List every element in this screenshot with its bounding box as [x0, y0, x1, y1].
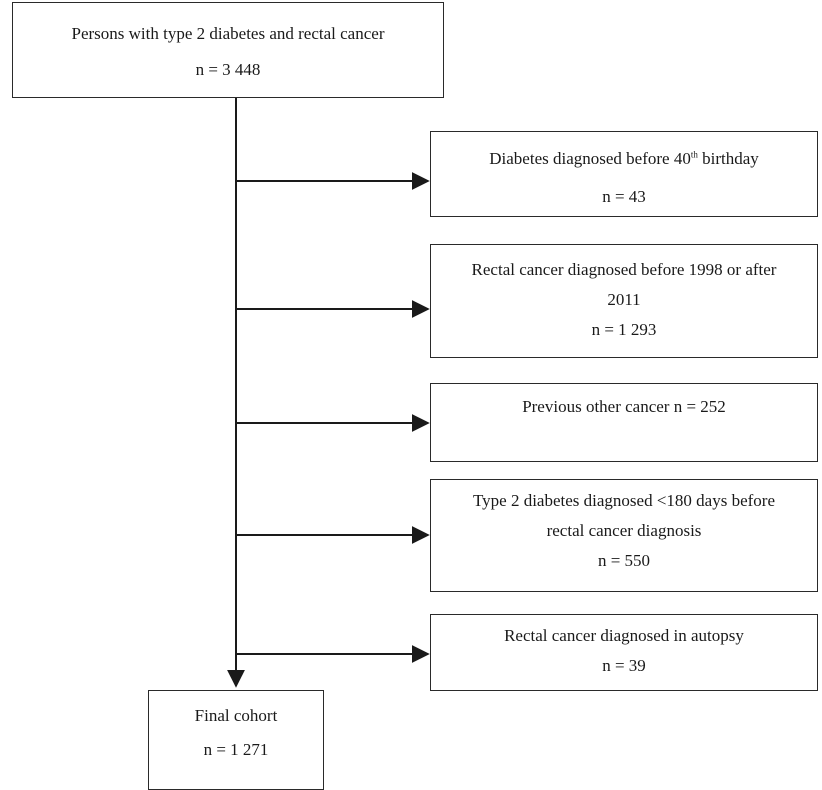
- exclusion-5-count: n = 39: [602, 656, 646, 675]
- start-box: Persons with type 2 diabetes and rectal …: [12, 2, 444, 98]
- exclusion-4-count: n = 550: [597, 551, 651, 570]
- exclusion-3-label: Previous other cancer n = 252: [522, 397, 726, 416]
- exclusion-2-count: n = 1 293: [591, 320, 657, 339]
- exclusion-box-5: Rectal cancer diagnosed in autopsy n = 3…: [430, 614, 818, 691]
- start-count: n = 3 448: [195, 60, 261, 79]
- exclusion-2-line2: 2011: [607, 290, 641, 309]
- start-title: Persons with type 2 diabetes and rectal …: [71, 24, 385, 43]
- exclusion-2-line1: Rectal cancer diagnosed before 1998 or a…: [471, 260, 777, 279]
- exclusion-4-line1: Type 2 diabetes diagnosed <180 days befo…: [472, 491, 776, 510]
- exclusion-4-line2: rectal cancer diagnosis: [546, 521, 702, 540]
- exclusion-box-1: Diabetes diagnosed before 40th birthday …: [430, 131, 818, 217]
- exclusion-box-3: Previous other cancer n = 252: [430, 383, 818, 462]
- flow-connectors: [227, 98, 430, 688]
- exclusion-5-label: Rectal cancer diagnosed in autopsy: [504, 626, 744, 645]
- exclusion-1-label: Diabetes diagnosed before 40th birthday: [489, 149, 759, 168]
- exclusion-box-2: Rectal cancer diagnosed before 1998 or a…: [430, 244, 818, 358]
- exclusion-box-4: Type 2 diabetes diagnosed <180 days befo…: [430, 479, 818, 592]
- exclusion-1-count: n = 43: [602, 187, 646, 206]
- final-count: n = 1 271: [203, 740, 269, 759]
- final-box: Final cohort n = 1 271: [148, 690, 324, 790]
- final-title: Final cohort: [194, 706, 278, 725]
